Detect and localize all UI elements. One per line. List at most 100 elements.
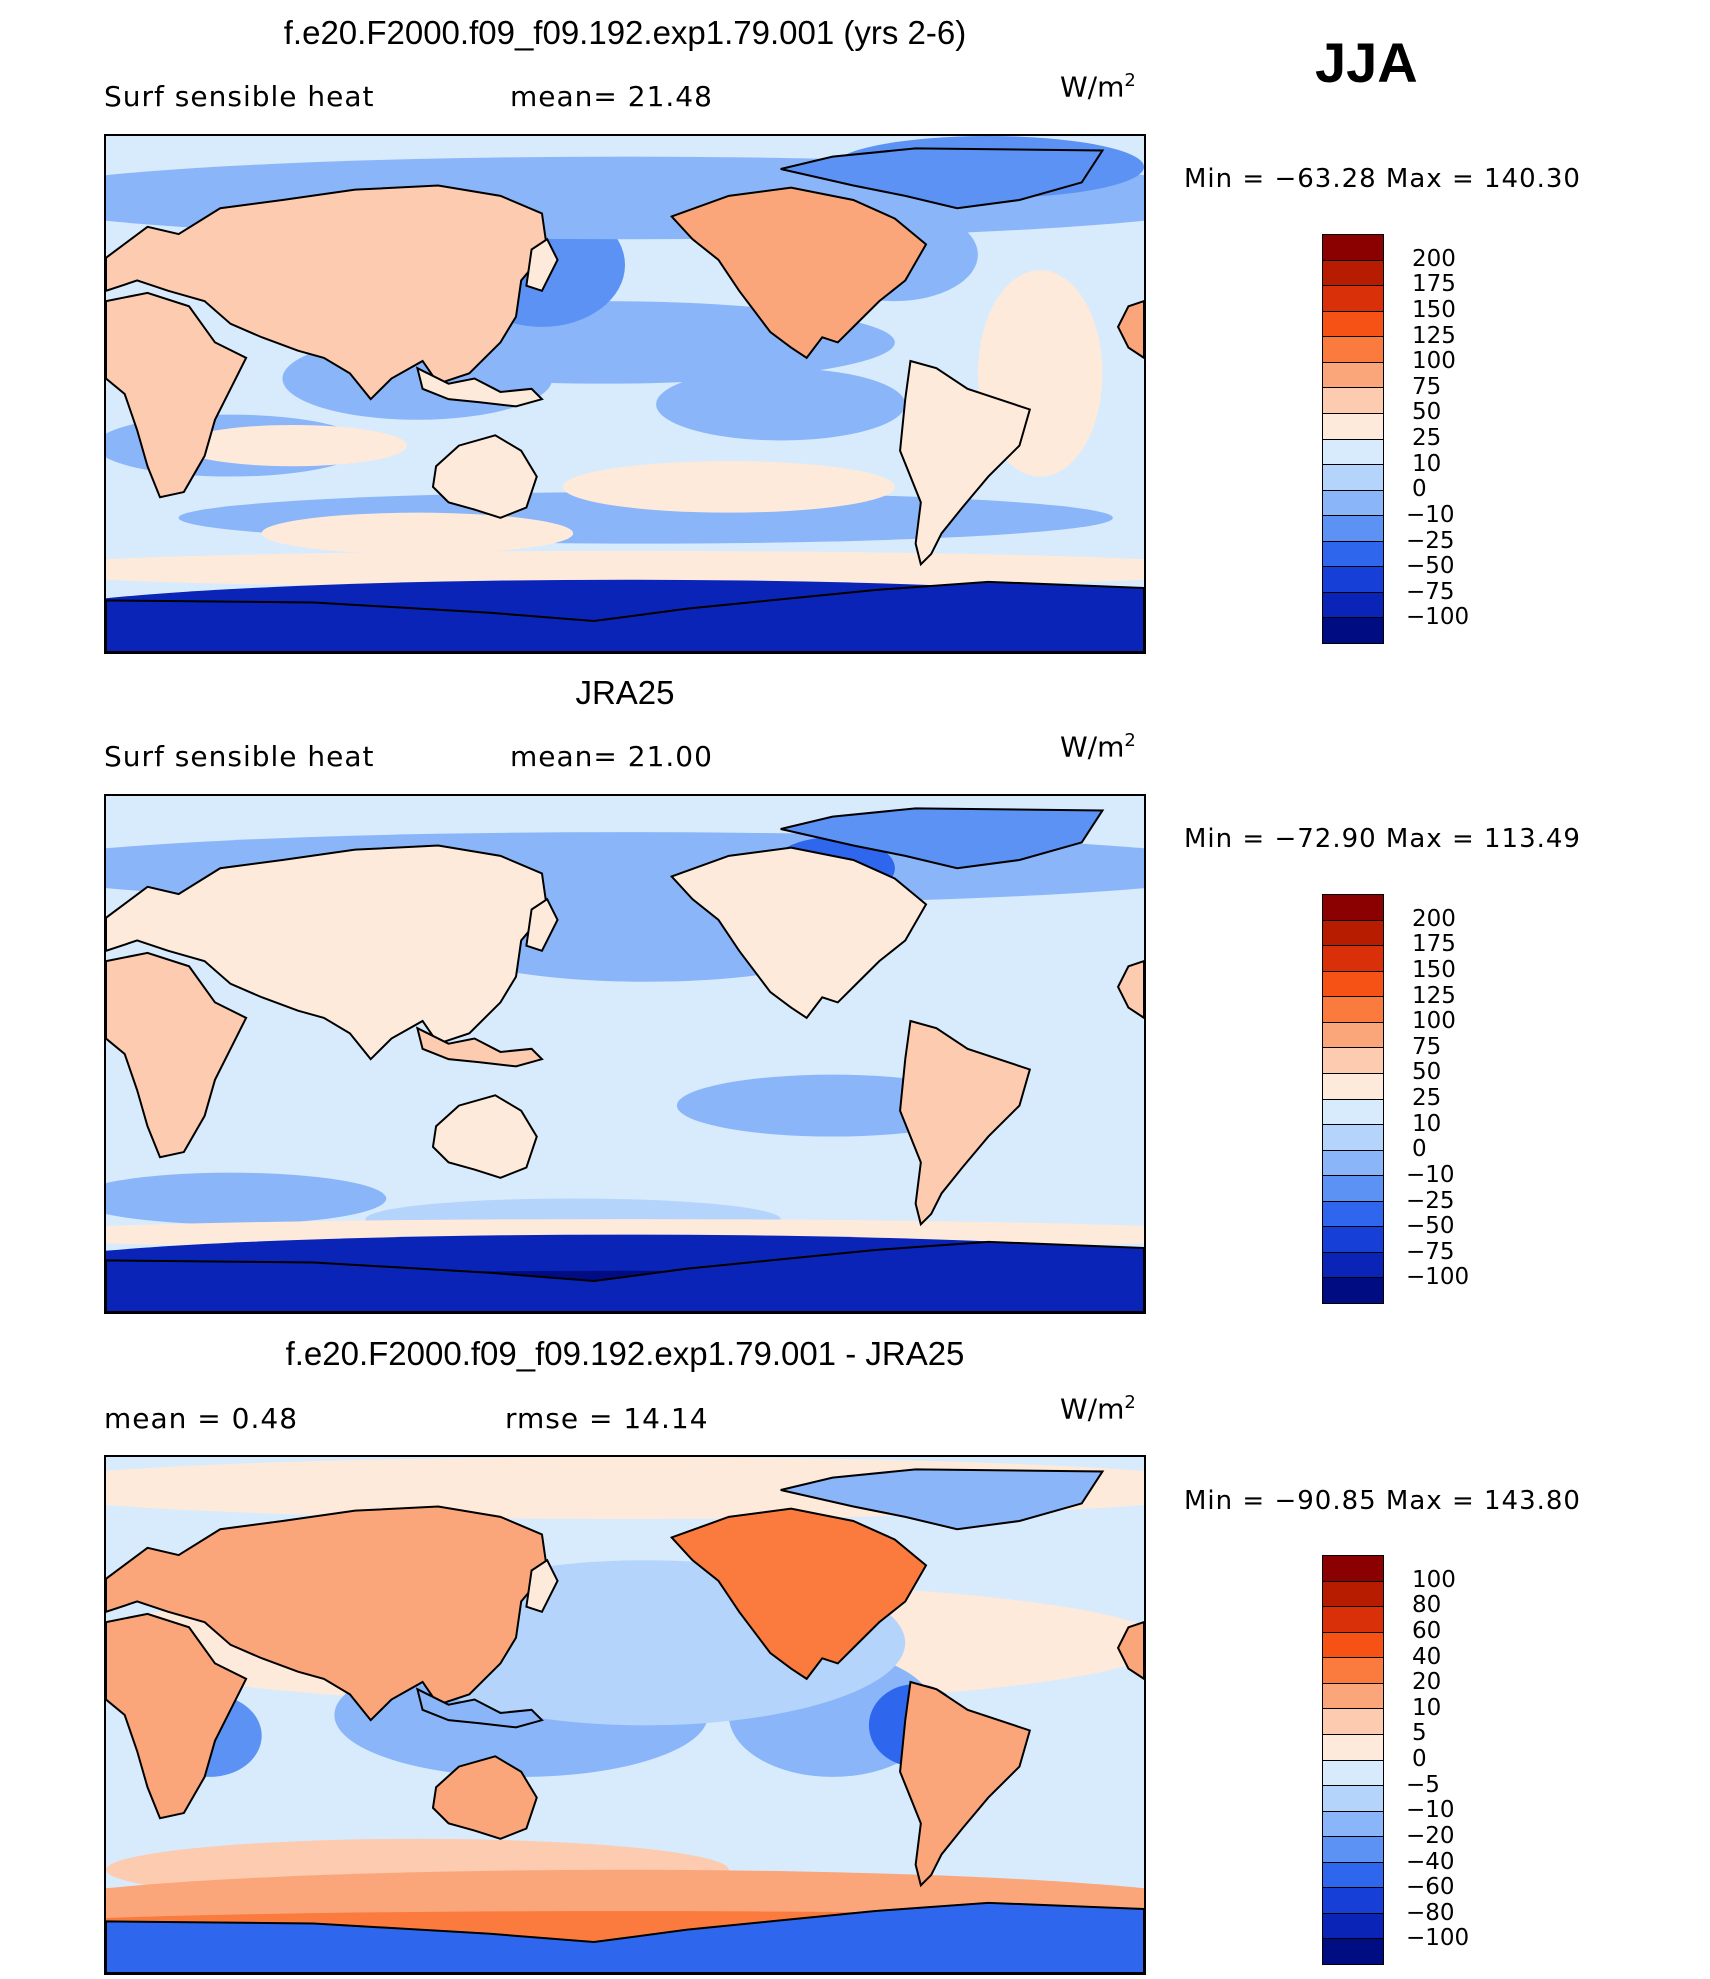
colorbar-cell	[1323, 260, 1383, 287]
coastline-australia	[433, 1756, 537, 1839]
colorbar-cell	[1323, 388, 1383, 414]
panel-left-label: mean = 0.48	[104, 1402, 299, 1435]
field-contour-4	[106, 1172, 387, 1225]
colorbar-tick-label: 125	[1412, 322, 1456, 349]
colorbar-tick-label: 75	[1412, 373, 1442, 400]
colorbar-tick-label: 150	[1412, 296, 1456, 323]
coastline-africaEast	[1118, 961, 1144, 1018]
colorbar-cell	[1323, 1099, 1383, 1126]
units-exponent: 2	[1124, 730, 1136, 751]
colorbar-cell	[1323, 895, 1383, 921]
coastline-japan	[526, 899, 557, 951]
panel-title-3: f.e20.F2000.f09_f09.192.exp1.79.001 - JR…	[285, 1335, 965, 1372]
coastline-namerica	[672, 188, 926, 358]
field-contour-13	[106, 550, 1144, 589]
colorbar-tick-label: −40	[1406, 1848, 1455, 1875]
colorbar-cell	[1323, 1683, 1383, 1710]
coastline-australia	[433, 1095, 537, 1178]
colorbar-tick-label: 20	[1412, 1669, 1442, 1696]
colorbar-tick-label: 0	[1412, 1136, 1427, 1163]
colorbar-tick-label: 5	[1412, 1720, 1427, 1747]
colorbar-cell	[1323, 1022, 1383, 1049]
colorbar-cell	[1323, 946, 1383, 972]
colorbar-tick-label: 50	[1412, 399, 1442, 426]
coastline-japan	[526, 1560, 557, 1612]
panel-title-1: f.e20.F2000.f09_f09.192.exp1.79.001 (yrs…	[283, 14, 967, 51]
panel-units: W/m2	[1060, 70, 1136, 103]
colorbar-cell	[1323, 286, 1383, 312]
units-exponent: 2	[1124, 1392, 1136, 1413]
units-exponent: 2	[1124, 70, 1136, 91]
colorbar-tick-label: 10	[1412, 1694, 1442, 1721]
field-contour-10	[562, 461, 895, 513]
colorbar-tick-label: 10	[1412, 450, 1442, 477]
colorbar-cell	[1323, 920, 1383, 947]
colorbar-cell	[1323, 1734, 1383, 1761]
colorbar-cell	[1323, 413, 1383, 440]
coastline-namerica	[672, 848, 926, 1018]
coastline-antarctica	[106, 1242, 1144, 1312]
colorbar-tick-label: −100	[1406, 1925, 1470, 1952]
colorbar-cell	[1323, 490, 1383, 517]
field-contour-0	[106, 1043, 1144, 1168]
min-max-label: Min = −72.90 Max = 113.49	[1184, 824, 1581, 854]
colorbar-tick-label: −25	[1406, 1187, 1455, 1214]
colorbar-cell	[1323, 541, 1383, 568]
colorbar-cell	[1323, 1073, 1383, 1100]
panel-units: W/m2	[1060, 1392, 1136, 1425]
coastline-antarctica	[106, 1903, 1144, 1973]
colorbar-cell	[1323, 997, 1383, 1023]
map-panel-1	[104, 134, 1146, 654]
colorbar-cell	[1323, 971, 1383, 998]
colorbar-tick-label: −25	[1406, 527, 1455, 554]
colorbar-tick-label: 50	[1412, 1059, 1442, 1086]
colorbar-tick-label: 125	[1412, 982, 1456, 1009]
colorbar-cell	[1323, 235, 1383, 261]
colorbar-tick-label: −80	[1406, 1899, 1455, 1926]
coastline-samerica	[900, 361, 1030, 564]
colorbar-tick-label: 150	[1412, 956, 1456, 983]
min-max-label: Min = −90.85 Max = 143.80	[1184, 1486, 1581, 1516]
coastline-greenland	[781, 1469, 1103, 1529]
map-panel-2	[104, 794, 1146, 1314]
colorbar-tick-label: 100	[1412, 348, 1456, 375]
units-base: W/m	[1060, 1392, 1125, 1426]
colorbar-cell	[1323, 1888, 1383, 1914]
colorbar-cell	[1323, 1607, 1383, 1633]
coastline-greenland	[781, 808, 1103, 868]
colorbar-tick-label: −10	[1406, 501, 1455, 528]
coastline-indonesia	[417, 1028, 542, 1066]
colorbar-tick-label: −75	[1406, 578, 1455, 605]
colorbar-tick-label: −5	[1406, 1771, 1440, 1798]
coastline-africaEast	[1118, 1622, 1144, 1679]
colorbar-tick-label: −50	[1406, 553, 1455, 580]
coastline-africaEast	[1118, 301, 1144, 358]
colorbar-tick-label: 175	[1412, 271, 1456, 298]
colorbar-cell	[1323, 1658, 1383, 1684]
colorbar-tick-label: 10	[1412, 1110, 1442, 1137]
coastline-indonesia	[417, 1689, 542, 1727]
colorbar-cell	[1323, 1811, 1383, 1838]
coastline-europeAsia	[106, 186, 547, 400]
colorbar-cell	[1323, 1048, 1383, 1074]
coastline-europeAsia	[106, 846, 547, 1060]
colorbar-cell	[1323, 1913, 1383, 1940]
colorbar-cell	[1323, 1150, 1383, 1177]
panel-center-label: rmse = 14.14	[505, 1402, 709, 1435]
panel-units: W/m2	[1060, 730, 1136, 763]
colorbar-cell	[1323, 1632, 1383, 1659]
colorbar-tick-label: 75	[1412, 1033, 1442, 1060]
colorbar-tick-label: 200	[1412, 905, 1456, 932]
colorbar-cell	[1323, 1581, 1383, 1608]
panel-center-label: mean= 21.00	[510, 740, 713, 773]
colorbar-cell	[1323, 1862, 1383, 1889]
colorbar-cell	[1323, 567, 1383, 593]
coastline-antarctica	[106, 582, 1144, 652]
field-contour-11	[178, 424, 408, 467]
field-contour-4	[656, 368, 906, 441]
colorbar-cell	[1323, 1760, 1383, 1787]
colorbar-cell	[1323, 1227, 1383, 1253]
coastline-africa	[106, 293, 246, 497]
colorbar-tick-label: 175	[1412, 931, 1456, 958]
colorbar-tick-label: −10	[1406, 1161, 1455, 1188]
